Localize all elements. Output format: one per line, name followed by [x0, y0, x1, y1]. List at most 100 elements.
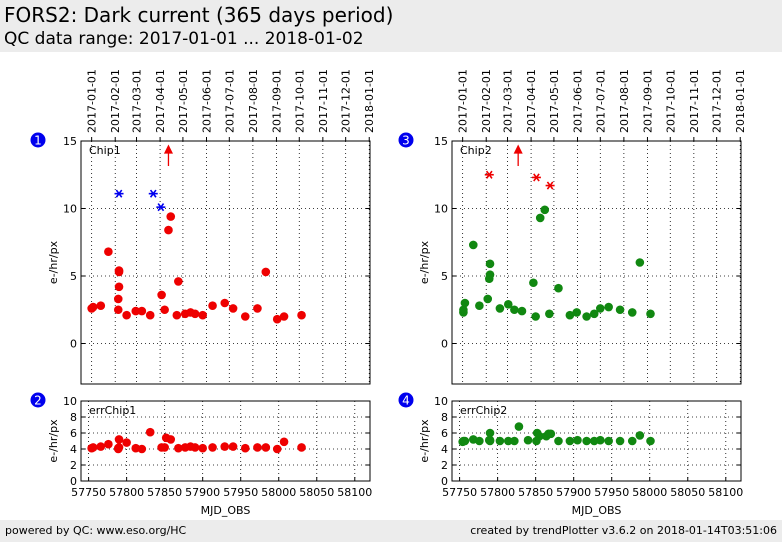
page-title: FORS2: Dark current (365 days period): [4, 3, 394, 27]
data-point: [615, 305, 625, 315]
data-point: [174, 277, 183, 286]
chart-panel-4: 0 2 4 6 8 10 57750 57800 57850 57900 57950 58000 580…: [398, 392, 743, 517]
data-point: [104, 439, 113, 449]
panel-number-badge: [398, 392, 414, 408]
y-tick-label: 0: [70, 475, 77, 488]
data-point: [297, 443, 306, 452]
y-axis-label: e-/hr/px: [47, 240, 60, 284]
data-point: [253, 443, 262, 452]
y-tick-label: 6: [70, 427, 77, 440]
y-tick-label: 15: [434, 135, 448, 148]
data-point: [573, 435, 582, 445]
data-point: [164, 225, 173, 235]
data-point: [220, 298, 230, 308]
data-point: [540, 205, 550, 215]
data-point: [545, 309, 554, 319]
data-point: [646, 436, 655, 446]
footer: powered by QC: www.eso.org/HC created by…: [0, 520, 782, 542]
date-tick-label: 2017-02-01: [480, 69, 493, 133]
y-tick-label: 8: [441, 411, 448, 424]
footer-credit[interactable]: powered by QC: www.eso.org/HC: [5, 524, 187, 537]
date-tick-label: 2017-01-01: [86, 69, 99, 133]
outlier-marker: [114, 189, 124, 198]
header: FORS2: Dark current (365 days period) QC…: [0, 0, 782, 52]
chart-panel-2: 0 2 4 6 8 10 57750 57800 57850 57900 57950 58000 580…: [30, 392, 372, 517]
date-tick-label: 2017-03-01: [502, 69, 515, 133]
data-point: [96, 442, 106, 451]
data-point: [572, 308, 582, 317]
panel-number-badge: [30, 392, 46, 408]
x-tick-label: 58050: [670, 486, 705, 499]
panel-label: Chip1: [89, 144, 121, 157]
outlier-marker: [545, 181, 555, 190]
data-point: [122, 438, 131, 447]
data-point: [503, 436, 513, 446]
data-point: [160, 305, 169, 315]
x-tick-label: 58000: [261, 486, 296, 499]
panel-number-label: 4: [402, 394, 410, 408]
data-point: [131, 306, 141, 316]
x-tick-label: 58100: [708, 486, 743, 499]
outlier-marker: [484, 170, 494, 179]
panel-number-badge: [30, 132, 46, 148]
data-point: [565, 310, 575, 320]
x-tick-label: 57850: [147, 486, 182, 499]
date-tick-label: 2017-07-01: [594, 69, 607, 133]
x-tick-label: 57900: [556, 486, 591, 499]
date-tick-label: 2017-06-01: [200, 69, 213, 133]
date-tick-label: 2017-10-01: [293, 69, 306, 133]
data-point: [166, 212, 176, 221]
data-point: [114, 282, 124, 292]
data-point: [261, 443, 271, 452]
data-point: [485, 259, 495, 269]
y-axis-label: e-/hr/px: [47, 419, 60, 463]
out-of-range-arrow: [513, 144, 523, 166]
data-point: [113, 294, 123, 304]
data-point: [589, 309, 599, 319]
data-point: [145, 427, 155, 437]
data-point: [240, 312, 250, 321]
data-point: [174, 443, 183, 453]
chart-panel-1: 0 5 10 15 2017-01-01 2017-02-01 2017-03-01 2017…: [30, 69, 376, 385]
date-tick-label: 2017-06-01: [571, 69, 584, 133]
y-tick-label: 10: [434, 203, 448, 216]
panel-number-label: 3: [402, 134, 410, 148]
y-tick-label: 4: [70, 443, 77, 456]
outlier-marker: [531, 173, 541, 182]
data-point: [582, 436, 591, 446]
data-point: [523, 435, 533, 445]
y-axis-label: e-/hr/px: [418, 240, 431, 284]
data-point: [240, 443, 250, 453]
data-point: [220, 442, 230, 451]
data-point: [460, 436, 470, 446]
y-tick-label: 15: [63, 135, 77, 148]
plot-frame: [80, 140, 371, 385]
data-point: [198, 310, 207, 320]
data-point: [272, 314, 282, 324]
data-point: [514, 422, 524, 431]
data-point: [208, 301, 217, 311]
data-point: [495, 304, 505, 313]
data-point: [615, 436, 625, 446]
data-point: [157, 290, 166, 300]
data-point: [198, 443, 207, 453]
data-point: [531, 312, 540, 321]
data-point: [459, 305, 468, 315]
data-point: [114, 443, 124, 452]
footer-generator-info: created by trendPlotter v3.6.2 on 2018-0…: [470, 524, 777, 537]
data-point: [635, 431, 645, 440]
data-point: [485, 428, 495, 438]
date-tick-label: 2017-08-01: [247, 69, 260, 133]
x-tick-label: 58100: [337, 486, 372, 499]
data-point: [272, 444, 282, 454]
x-tick-label: 57800: [109, 486, 144, 499]
y-tick-label: 4: [441, 443, 448, 456]
y-axis-label: e-/hr/px: [418, 419, 431, 463]
data-point: [460, 298, 470, 308]
x-tick-label: 58000: [632, 486, 667, 499]
data-point: [554, 283, 563, 293]
data-point: [495, 436, 505, 446]
date-tick-label: 2017-02-01: [109, 69, 122, 133]
x-tick-label: 57750: [442, 486, 477, 499]
